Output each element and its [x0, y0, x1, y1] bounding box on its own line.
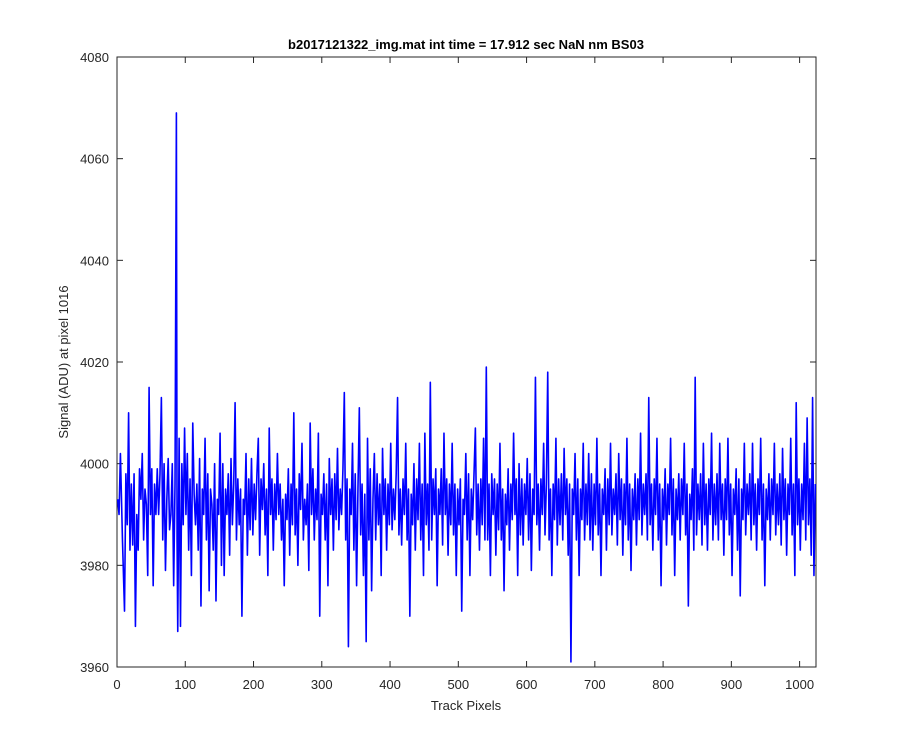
x-tick-label: 100 — [174, 677, 196, 692]
x-tick-label: 1000 — [785, 677, 814, 692]
chart-title: b2017121322_img.mat int time = 17.912 se… — [288, 37, 644, 52]
x-tick-label: 0 — [113, 677, 120, 692]
y-tick-label: 4020 — [80, 355, 109, 370]
y-tick-label: 4060 — [80, 152, 109, 167]
x-tick-label: 400 — [379, 677, 401, 692]
x-tick-label: 800 — [652, 677, 674, 692]
y-tick-label: 4040 — [80, 253, 109, 268]
y-tick-label: 3960 — [80, 660, 109, 675]
y-tick-label: 4080 — [80, 50, 109, 65]
series-layer — [116, 112, 817, 663]
x-tick-label: 700 — [584, 677, 606, 692]
x-tick-label: 300 — [311, 677, 333, 692]
axis-ticks: 0 100 200 300 400 500 600 700 800 900 1000 3960 3980… — [80, 50, 816, 692]
x-tick-label: 500 — [447, 677, 469, 692]
x-tick-label: 900 — [721, 677, 743, 692]
x-tick-label: 600 — [516, 677, 538, 692]
y-axis-label: Signal (ADU) at pixel 1016 — [56, 285, 71, 438]
x-axis-label: Track Pixels — [431, 698, 502, 713]
plot-area — [116, 56, 817, 668]
x-tick-label: 200 — [243, 677, 265, 692]
series-line — [116, 112, 817, 663]
y-tick-label: 4000 — [80, 457, 109, 472]
y-tick-label: 3980 — [80, 558, 109, 573]
